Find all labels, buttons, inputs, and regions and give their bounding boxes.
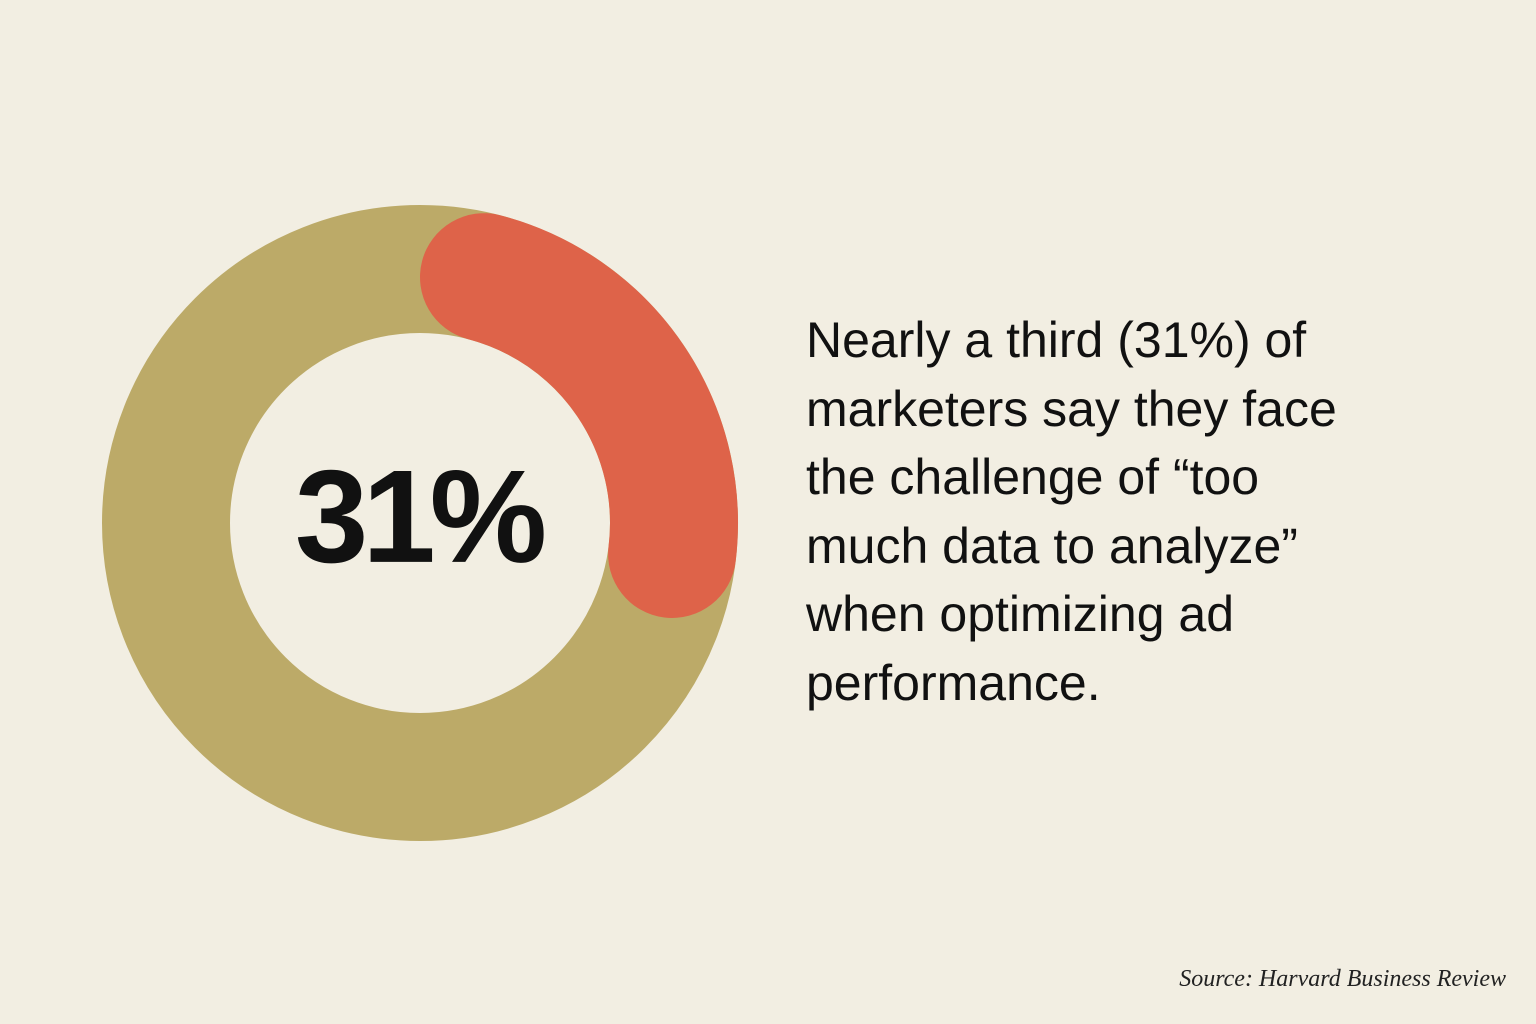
center-label: 31%	[295, 443, 544, 590]
donut-arc	[420, 213, 738, 618]
description-line: Nearly a third (31%) of	[806, 312, 1307, 368]
description-line: the challenge of “too	[806, 449, 1260, 505]
description-line: marketers say they face	[806, 380, 1337, 437]
chart: 31%	[102, 205, 738, 841]
description-line: when optimizing ad	[806, 586, 1235, 642]
source: Source: Harvard Business Review	[1179, 966, 1506, 992]
description: Nearly a third (31%) of marketers say the…	[806, 306, 1506, 717]
description-line: performance.	[806, 654, 1101, 711]
description-line: much data to analyze”	[806, 517, 1298, 574]
